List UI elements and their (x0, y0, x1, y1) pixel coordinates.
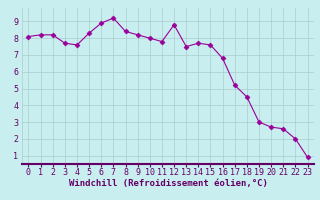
X-axis label: Windchill (Refroidissement éolien,°C): Windchill (Refroidissement éolien,°C) (68, 179, 268, 188)
